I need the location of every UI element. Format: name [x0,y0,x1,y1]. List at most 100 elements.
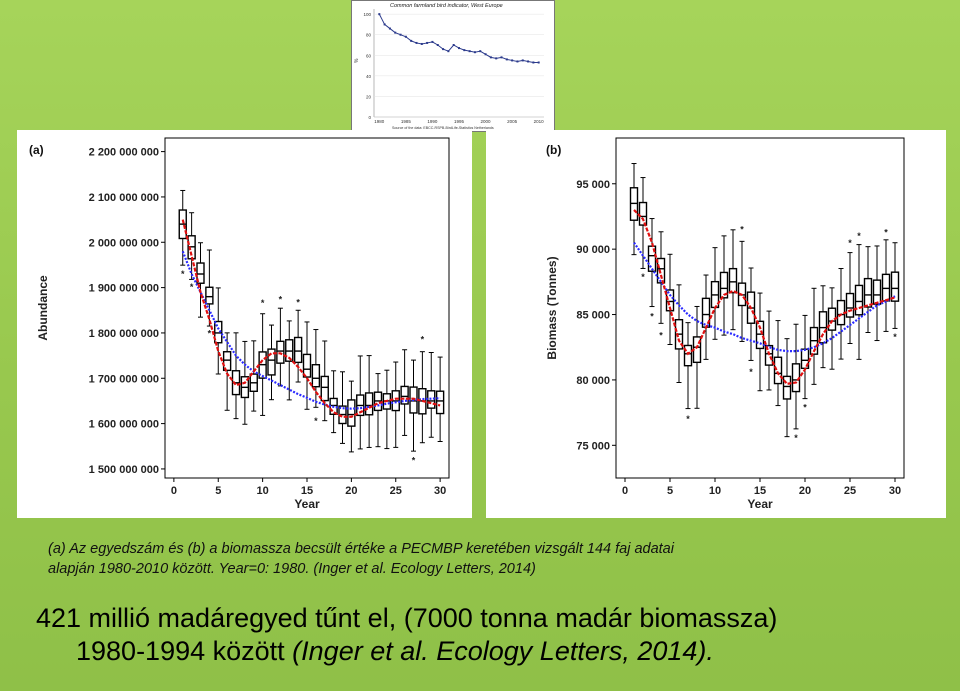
smoothed-trend-line [633,209,896,386]
y-axis-label: Abundance [36,275,50,341]
abundance-chart-panel: (a) 1 500 000 000 1 600 000 000 1 700 000 0… [17,130,472,518]
panel-letter: (a) [29,143,44,157]
top-series-point [521,59,524,62]
top-series-point [495,57,498,60]
box [845,292,855,318]
y-tick-label: 1 700 000 000 [89,373,159,385]
x-tick-label: 0 [171,485,177,497]
outlier-point: * [659,330,663,340]
x-tick-label: 15 [754,485,766,497]
box [773,356,783,385]
top-series-point [431,40,434,43]
top-x-tick-label: 2000 [481,119,492,124]
outlier-point: * [208,329,212,339]
box [656,257,666,284]
box [890,271,900,302]
outlier-point: * [803,403,807,413]
y-axis-label: Biomass (Tonnes) [545,256,559,359]
top-series-point [532,61,535,64]
top-series-point [516,60,519,63]
outlier-point: * [740,225,744,235]
x-tick-label: 10 [257,485,269,497]
box [222,351,232,372]
x-tick-label: 15 [301,485,313,497]
panel-letter: (b) [546,143,561,157]
top-series-point [436,44,439,46]
caption-line-2: alapján 1980-2010 között. Year=0: 1980. … [48,561,536,577]
outlier-point: * [749,367,753,377]
top-series-point [484,53,487,56]
y-tick-label: 2 200 000 000 [89,147,159,159]
top-y-tick-label: 40 [366,74,372,79]
box [782,375,792,400]
box [881,273,891,302]
top-y-tick-label: 60 [366,53,372,58]
top-y-tick-label: 0 [368,115,371,120]
top-series-point [410,39,413,42]
box [267,348,276,376]
box [320,375,329,402]
x-tick-label: 30 [889,485,901,497]
outlier-point: * [794,433,798,443]
top-x-tick-label: 2010 [534,119,545,124]
box [214,320,223,344]
box [205,286,214,305]
y-tick-label: 80 000 [576,375,610,387]
box [293,336,303,364]
x-axis-label: Year [747,497,773,511]
x-tick-label: 5 [667,485,673,497]
box [302,353,312,378]
x-tick-label: 10 [709,485,721,497]
top-series-point [399,33,402,36]
box [311,364,321,388]
top-series-point [394,31,397,34]
box [347,399,356,427]
x-tick-label: 20 [345,485,357,497]
outlier-point: * [641,272,645,282]
top-source-note: Source of the data: EBCC-RSPB-BirdLife-S… [392,126,494,130]
top-y-tick-label: 20 [366,94,372,99]
headline-line-1: 421 millió madáregyed tűnt el, (7000 ton… [36,603,778,633]
outlier-point: * [190,282,194,292]
box [728,267,738,294]
y-tick-label: 1 600 000 000 [89,419,159,431]
headline-text: 421 millió madáregyed tűnt el, (7000 ton… [36,602,946,668]
x-tick-label: 25 [390,485,402,497]
top-series-point [447,50,450,53]
top-series-point [458,47,460,50]
outlier-point: * [857,231,861,241]
headline-line-2: 1980-1994 között (Inger et al. Ecology L… [76,636,714,666]
linear-trend-line [633,241,896,353]
plot-frame [164,137,450,479]
box [638,201,648,226]
y-tick-label: 1 800 000 000 [89,328,159,340]
y-tick-label: 1 500 000 000 [89,464,159,476]
box [755,320,765,350]
outlier-point: * [848,238,852,248]
box [719,271,729,299]
x-axis-label: Year [294,497,320,511]
outlier-point: * [412,456,416,466]
outlier-point: * [296,298,300,308]
box [400,385,409,405]
top-x-tick-label: 2005 [507,119,518,124]
top-series-point [479,50,482,53]
top-series-point [463,49,466,52]
box [863,277,873,308]
top-series-point [511,59,514,62]
top-y-tick-label: 80 [366,33,372,38]
y-tick-label: 2 000 000 000 [89,237,159,249]
y-tick-label: 75 000 [576,440,610,452]
top-chart-title: Common farmland bird indicator, West Eur… [390,3,503,9]
top-series-point [468,50,471,53]
box [196,262,205,284]
box [683,344,693,367]
top-series-point [383,23,386,26]
top-series-point [415,41,418,44]
top-x-tick-label: 1995 [454,119,465,124]
top-series-point [442,48,445,51]
top-series-point [527,60,530,63]
x-tick-label: 0 [622,485,628,497]
caption-line-1: (a) Az egyedszám és (b) a biomassza becs… [48,541,674,557]
y-tick-label: 1 900 000 000 [89,283,159,295]
